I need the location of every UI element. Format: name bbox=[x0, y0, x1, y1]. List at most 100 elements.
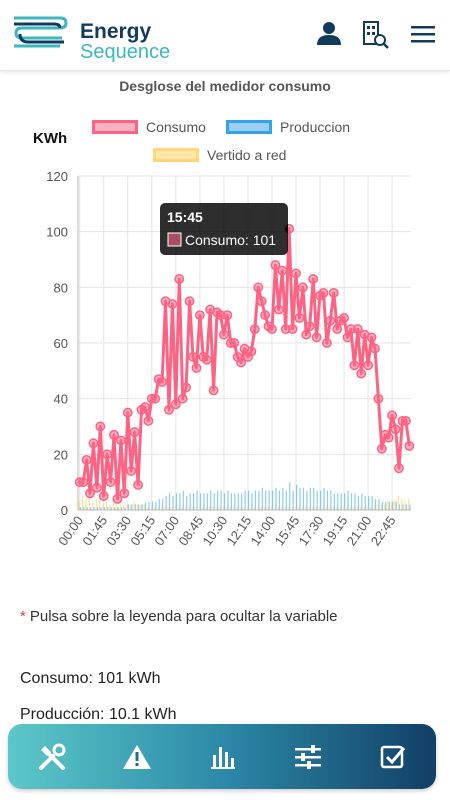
consumo-point bbox=[157, 377, 168, 387]
produccion-bar bbox=[213, 493, 215, 510]
produccion-bar bbox=[261, 487, 263, 510]
legend-produccion[interactable]: Produccion bbox=[226, 119, 350, 135]
vertido-bar bbox=[408, 498, 410, 510]
consumo-point bbox=[297, 282, 308, 293]
warning-icon[interactable] bbox=[120, 740, 154, 774]
bar-chart-icon[interactable] bbox=[206, 740, 240, 774]
consumo-point bbox=[98, 491, 109, 502]
produccion-bar bbox=[326, 490, 329, 510]
vertido-bar bbox=[363, 507, 365, 510]
consumo-point bbox=[349, 360, 360, 371]
vertido-bar bbox=[394, 498, 396, 510]
vertido-bar bbox=[92, 501, 94, 510]
produccion-bar bbox=[107, 507, 109, 510]
vertido-bar bbox=[339, 507, 341, 510]
chart-title: Desglose del medidor consumo bbox=[119, 78, 331, 94]
consumo-point bbox=[339, 313, 350, 323]
produccion-bar bbox=[199, 493, 202, 510]
tooltip-label: Consumo: 101 bbox=[185, 232, 276, 248]
produccion-bar bbox=[96, 507, 99, 510]
brand-line2: Sequence bbox=[80, 41, 171, 63]
produccion-bar bbox=[223, 493, 226, 510]
consumo-point bbox=[273, 304, 284, 315]
vertido-bar bbox=[215, 507, 218, 510]
x-tick-label: 12:15 bbox=[223, 513, 254, 548]
vertido-bar bbox=[147, 507, 149, 510]
produccion-bar bbox=[155, 501, 157, 510]
consumo-point bbox=[311, 332, 322, 343]
vertido-bar bbox=[157, 507, 159, 510]
tools-icon[interactable] bbox=[35, 740, 69, 774]
produccion-bar bbox=[138, 504, 140, 510]
checkbox-icon[interactable] bbox=[376, 740, 410, 774]
vertido-bar bbox=[277, 507, 279, 510]
app-header: Energy Sequence bbox=[0, 0, 450, 71]
produccion-bar bbox=[103, 507, 105, 510]
produccion-bar bbox=[134, 504, 136, 510]
produccion-bar bbox=[340, 493, 342, 510]
consumo-point bbox=[105, 477, 116, 488]
consumo-point bbox=[95, 421, 106, 432]
vertido-bar bbox=[184, 507, 187, 510]
vertido-bar bbox=[349, 507, 351, 510]
consumption-chart[interactable]: 0 20 40 60 80 100 120 00:0001:4503:3005:1507:00… bbox=[0, 160, 450, 580]
vertido-bar bbox=[123, 504, 125, 510]
produccion-bar bbox=[330, 490, 332, 510]
produccion-bar bbox=[292, 490, 294, 510]
vertido-bar bbox=[171, 507, 173, 510]
produccion-bar bbox=[186, 496, 188, 510]
produccion-bar bbox=[203, 493, 205, 510]
user-icon[interactable] bbox=[316, 20, 342, 51]
vertido-bar bbox=[188, 507, 190, 510]
vertido-bar bbox=[232, 507, 235, 510]
vertido-bar bbox=[298, 507, 300, 510]
consumo-point bbox=[370, 343, 380, 354]
consumo-point bbox=[356, 368, 367, 379]
vertido-bar bbox=[370, 507, 372, 510]
vertido-bar bbox=[191, 507, 194, 510]
vertido-bar bbox=[342, 507, 345, 510]
consumo-point bbox=[222, 310, 233, 321]
legend-consumo[interactable]: Consumo bbox=[92, 119, 206, 135]
x-tick-label: 07:00 bbox=[151, 513, 182, 548]
x-tick-label: 22:45 bbox=[368, 513, 399, 548]
consumo-point bbox=[328, 287, 339, 298]
vertido-bar bbox=[212, 507, 214, 510]
menu-icon[interactable] bbox=[411, 24, 435, 49]
consumo-point bbox=[256, 296, 267, 307]
consumo-point bbox=[325, 315, 336, 326]
consumo-point bbox=[102, 449, 113, 460]
consumo-point bbox=[129, 427, 140, 438]
vertido-bar bbox=[311, 507, 314, 510]
consumo-point bbox=[383, 432, 394, 443]
consumo-point bbox=[246, 346, 257, 357]
vertido-bar bbox=[205, 507, 207, 510]
tooltip-swatch bbox=[167, 232, 182, 247]
y-axis-label: KWh bbox=[33, 130, 68, 147]
produccion-bar bbox=[364, 496, 366, 510]
tooltip-title: 15:45 bbox=[167, 209, 203, 225]
vertido-bar bbox=[315, 507, 317, 510]
sliders-icon[interactable] bbox=[291, 740, 325, 774]
produccion-bar bbox=[110, 507, 112, 510]
produccion-bar bbox=[354, 493, 356, 510]
consumo-point bbox=[291, 268, 301, 279]
y-tick-label: 40 bbox=[54, 392, 68, 407]
vertido-bar bbox=[325, 507, 327, 510]
y-tick-label: 120 bbox=[46, 169, 68, 184]
produccion-bar bbox=[361, 493, 363, 510]
building-search-icon[interactable] bbox=[362, 20, 390, 55]
y-tick-label: 20 bbox=[54, 447, 68, 462]
brand-logo[interactable]: Energy Sequence bbox=[10, 10, 170, 63]
vertido-bar bbox=[353, 507, 355, 510]
consumo-point bbox=[184, 296, 195, 307]
produccion-bar bbox=[347, 490, 349, 510]
legend-vertido[interactable]: Vertido a red bbox=[153, 147, 286, 163]
consumo-point bbox=[321, 338, 332, 348]
consumo-point bbox=[91, 482, 102, 493]
stat-produccion: Producción: 10.1 kWh bbox=[20, 706, 177, 723]
vertido-bar bbox=[226, 507, 228, 510]
vertido-bar bbox=[229, 507, 231, 510]
vertido-bar bbox=[102, 504, 104, 510]
x-tick-label: 21:00 bbox=[344, 513, 375, 548]
